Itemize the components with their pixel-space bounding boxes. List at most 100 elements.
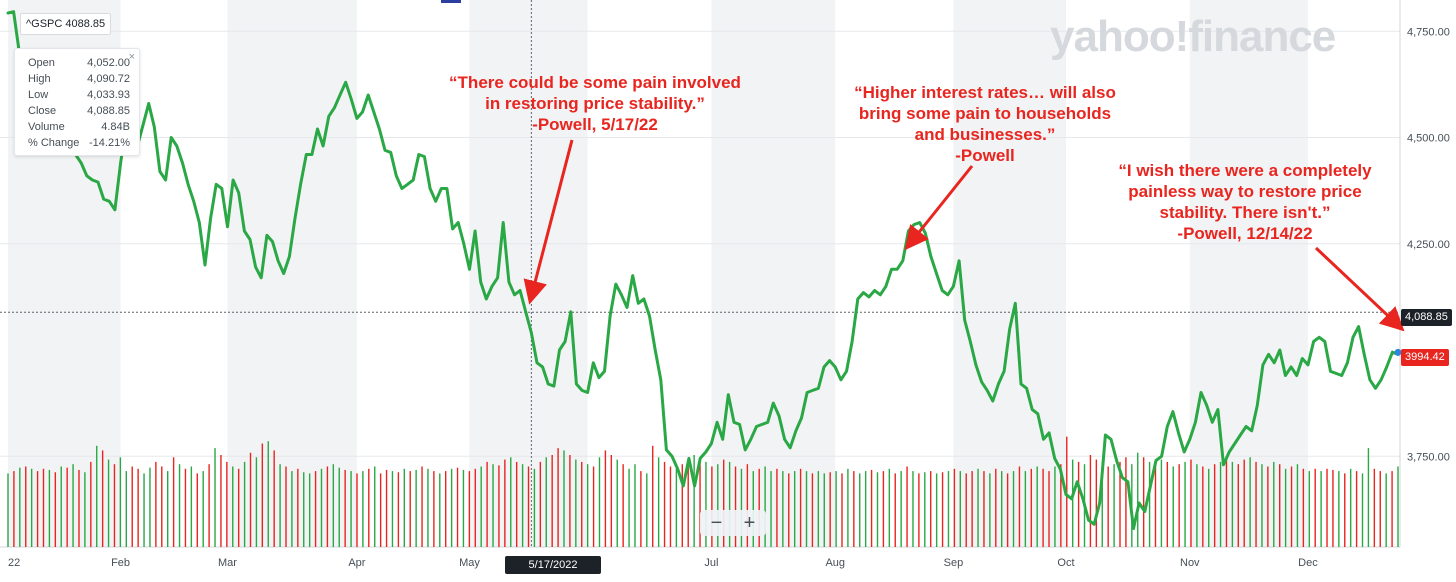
volume-bar bbox=[1178, 464, 1180, 547]
x-tick-label: Feb bbox=[111, 557, 130, 569]
volume-bar bbox=[208, 464, 210, 547]
volume-bar bbox=[285, 466, 287, 547]
volume-bar bbox=[326, 466, 329, 547]
volume-bar bbox=[900, 471, 902, 547]
volume-bar bbox=[776, 468, 778, 547]
volume-bar bbox=[220, 455, 222, 547]
volume-bar bbox=[196, 473, 198, 547]
volume-bar bbox=[894, 473, 896, 547]
volume-bar bbox=[84, 472, 86, 547]
volume-bar bbox=[297, 468, 299, 547]
volume-bar bbox=[178, 464, 181, 547]
hover-price-label: 4,088.85 bbox=[1401, 309, 1452, 326]
volume-bar bbox=[492, 464, 494, 547]
volume-bar bbox=[1036, 466, 1038, 547]
volume-bar bbox=[1338, 471, 1340, 547]
volume-bar bbox=[96, 445, 98, 547]
volume-bar bbox=[1355, 471, 1358, 547]
volume-bar bbox=[1231, 461, 1234, 547]
volume-bar bbox=[456, 467, 459, 547]
volume-bar bbox=[320, 468, 323, 547]
volume-bar bbox=[1077, 461, 1080, 547]
y-tick-label: 4,250.00 bbox=[1407, 239, 1450, 251]
ohlc-value: 4,033.93 bbox=[87, 89, 130, 101]
volume-bar bbox=[214, 448, 216, 547]
close-icon[interactable]: × bbox=[128, 51, 135, 63]
volume-bar bbox=[823, 473, 825, 547]
volume-bar bbox=[267, 441, 269, 547]
volume-bar bbox=[728, 461, 731, 547]
volume-bar bbox=[1379, 471, 1381, 547]
x-tick-label: 22 bbox=[8, 557, 20, 569]
volume-bar bbox=[965, 473, 967, 547]
annotation-quote-dec: “I wish there were a completely painless… bbox=[1118, 161, 1372, 243]
volume-bar bbox=[1213, 464, 1216, 547]
volume-bar bbox=[1249, 457, 1251, 547]
volume-bar bbox=[1018, 466, 1021, 547]
volume-bar bbox=[782, 471, 784, 547]
volume-bar bbox=[610, 455, 613, 547]
volume-bar bbox=[705, 461, 707, 547]
volume-bar bbox=[634, 464, 636, 547]
volume-bar bbox=[314, 471, 317, 547]
volume-bar bbox=[563, 450, 565, 547]
volume-bar bbox=[663, 461, 666, 547]
volume-bar bbox=[13, 471, 15, 547]
volume-bar bbox=[557, 448, 559, 547]
volume-bar bbox=[184, 468, 187, 547]
volume-bar bbox=[746, 464, 749, 547]
ohlc-row-high: High 4,090.72 bbox=[28, 73, 130, 87]
volume-bar bbox=[155, 461, 157, 547]
volume-bar bbox=[7, 473, 9, 547]
volume-bar bbox=[717, 464, 719, 547]
callout-arrow bbox=[904, 165, 974, 251]
month-band bbox=[227, 0, 357, 547]
volume-bar bbox=[835, 471, 837, 547]
volume-bar bbox=[344, 469, 346, 547]
volume-bar bbox=[1071, 459, 1074, 547]
ohlc-label: % Change bbox=[28, 137, 80, 149]
volume-bar bbox=[36, 471, 39, 547]
volume-bar bbox=[1154, 464, 1157, 547]
volume-bar bbox=[693, 455, 695, 547]
hover-crosshair bbox=[0, 0, 1400, 547]
yahoo-finance-watermark: yahoo!finance bbox=[1050, 12, 1336, 61]
volume-bar bbox=[995, 468, 997, 547]
x-tick-label: Dec bbox=[1298, 557, 1318, 569]
y-tick-label: 4,500.00 bbox=[1407, 133, 1450, 145]
volume-bar bbox=[368, 468, 370, 547]
volume-bar bbox=[403, 468, 405, 547]
volume-bar bbox=[882, 471, 885, 547]
volume-bar bbox=[734, 466, 737, 547]
volume-bar bbox=[853, 471, 855, 547]
volume-bar bbox=[1107, 466, 1109, 547]
zoom-in-button[interactable]: + bbox=[743, 512, 756, 534]
zoom-out-button[interactable]: − bbox=[710, 512, 723, 534]
volume-bar bbox=[829, 472, 831, 547]
volume-bar bbox=[669, 466, 672, 547]
volume-bar bbox=[409, 471, 411, 547]
volume-bar bbox=[237, 468, 240, 547]
volume-bar bbox=[415, 469, 417, 547]
volume-bar bbox=[764, 466, 766, 547]
ohlc-label: Open bbox=[28, 57, 55, 69]
volume-bar bbox=[1113, 464, 1115, 547]
volume-bar bbox=[1208, 468, 1210, 547]
volume-bar bbox=[427, 468, 429, 547]
volume-bar bbox=[1101, 461, 1103, 547]
volume-bar bbox=[107, 459, 110, 547]
callout-arrow bbox=[523, 139, 574, 305]
volume-bar bbox=[462, 469, 465, 547]
volume-bar bbox=[1332, 469, 1334, 547]
volume-bar bbox=[1012, 471, 1015, 547]
volume-bar bbox=[1166, 461, 1169, 547]
volume-bar bbox=[793, 471, 796, 547]
volume-bar bbox=[172, 457, 175, 547]
volume-bar bbox=[811, 473, 814, 547]
volume-bar bbox=[25, 466, 27, 547]
y-tick-label: 3,750.00 bbox=[1407, 451, 1450, 463]
volume-bar bbox=[1137, 452, 1139, 547]
volume-bar bbox=[249, 452, 252, 547]
volume-bar bbox=[1296, 464, 1299, 547]
volume-bar bbox=[379, 473, 382, 547]
